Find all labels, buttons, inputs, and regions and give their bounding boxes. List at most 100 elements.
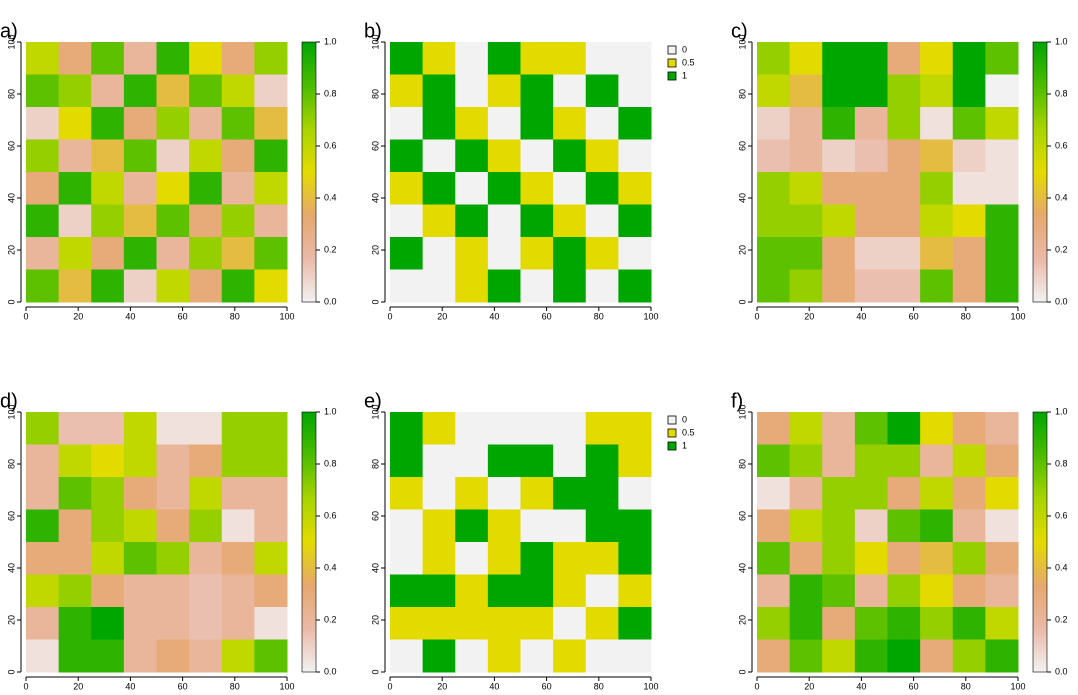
y-tick-label: 40: [370, 563, 380, 573]
raster-cell: [123, 542, 157, 575]
raster-cell: [221, 74, 255, 108]
raster-cell: [618, 42, 652, 75]
raster-cell: [422, 172, 456, 205]
raster-cell: [189, 607, 223, 640]
raster-cell: [221, 107, 255, 140]
raster-cell: [189, 639, 223, 673]
raster-cell: [887, 542, 921, 575]
raster-cell: [123, 574, 157, 608]
raster-cell: [985, 172, 1019, 205]
raster-cell: [952, 42, 986, 75]
raster-cell: [585, 107, 619, 140]
x-tick-label: 100: [279, 681, 294, 691]
raster-cell: [985, 42, 1019, 75]
raster-cell: [91, 204, 125, 238]
raster-cell: [757, 269, 791, 303]
raster-cell: [26, 477, 60, 510]
raster-cell: [254, 42, 288, 75]
raster-cell: [920, 607, 954, 640]
raster-cell: [520, 204, 554, 238]
raster-cell: [58, 477, 92, 510]
raster-cell: [156, 74, 190, 108]
raster-cell: [91, 509, 125, 543]
raster-cell: [553, 42, 587, 75]
colorbar: [301, 41, 317, 303]
raster-cell: [455, 172, 489, 205]
x-tick-label: 40: [856, 681, 866, 691]
raster-cell: [455, 139, 489, 173]
raster-cell: [455, 639, 489, 673]
raster-cell: [952, 172, 986, 205]
raster-cell: [91, 607, 125, 640]
y-tick-label: 100: [6, 404, 16, 419]
raster-cell: [618, 444, 652, 478]
raster-cell: [789, 269, 823, 303]
raster-cell: [618, 204, 652, 238]
raster-cell: [156, 107, 190, 140]
raster-cell: [221, 477, 255, 510]
raster-cell: [887, 607, 921, 640]
y-tick-label: 40: [6, 193, 16, 203]
raster-cell: [920, 509, 954, 543]
legend-swatch: [667, 58, 677, 68]
raster-cell: [757, 107, 791, 140]
raster-cell: [254, 444, 288, 478]
raster-cell: [487, 444, 521, 478]
raster-cell: [585, 542, 619, 575]
raster-cell: [189, 269, 223, 303]
raster-cell: [189, 574, 223, 608]
legend-swatch: [667, 415, 677, 425]
raster-cell: [390, 509, 424, 543]
raster-cell: [789, 477, 823, 510]
raster-cell: [553, 574, 587, 608]
raster-cell: [422, 74, 456, 108]
raster-cell: [156, 477, 190, 510]
y-tick-label: 60: [370, 141, 380, 151]
y-tick-label: 20: [6, 245, 16, 255]
raster-cell: [585, 172, 619, 205]
raster-cell: [123, 172, 157, 205]
raster-cell: [254, 139, 288, 173]
x-tick-label: 40: [125, 681, 135, 691]
y-tick-label: 40: [737, 193, 747, 203]
raster-cell: [618, 139, 652, 173]
raster-cell: [822, 74, 856, 108]
x-tick-label: 0: [754, 311, 759, 321]
raster-cell: [585, 509, 619, 543]
x-tick-label: 100: [279, 311, 294, 321]
raster-cell: [952, 639, 986, 673]
y-tick-label: 80: [6, 459, 16, 469]
raster-cell: [91, 42, 125, 75]
x-tick-label: 0: [387, 681, 392, 691]
legend-label: 0: [682, 44, 687, 54]
raster-cell: [455, 509, 489, 543]
raster-cell: [58, 269, 92, 303]
y-tick-label: 80: [370, 459, 380, 469]
raster-cell: [952, 74, 986, 108]
raster-cell: [822, 172, 856, 205]
raster-cell: [390, 477, 424, 510]
raster-cell: [822, 42, 856, 75]
colorbar-tick-label: 0.6: [324, 140, 337, 150]
raster-cell: [254, 509, 288, 543]
legend-swatch: [667, 45, 677, 55]
raster-cell: [920, 204, 954, 238]
raster-cell: [254, 107, 288, 140]
colorbar-tick-label: 0.8: [1055, 458, 1068, 468]
raster-cell: [487, 172, 521, 205]
raster-cell: [390, 607, 424, 640]
raster-cell: [585, 139, 619, 173]
raster-cell: [455, 542, 489, 575]
raster-cell: [618, 574, 652, 608]
raster-cell: [789, 172, 823, 205]
raster-cell: [854, 412, 888, 445]
raster-cell: [422, 107, 456, 140]
x-tick-label: 100: [1010, 311, 1025, 321]
raster-cell: [91, 74, 125, 108]
raster-cell: [26, 172, 60, 205]
raster-cell: [520, 477, 554, 510]
raster-cell: [920, 444, 954, 478]
y-tick-label: 0: [737, 299, 747, 304]
y-tick-label: 0: [370, 669, 380, 674]
raster-cell: [390, 639, 424, 673]
